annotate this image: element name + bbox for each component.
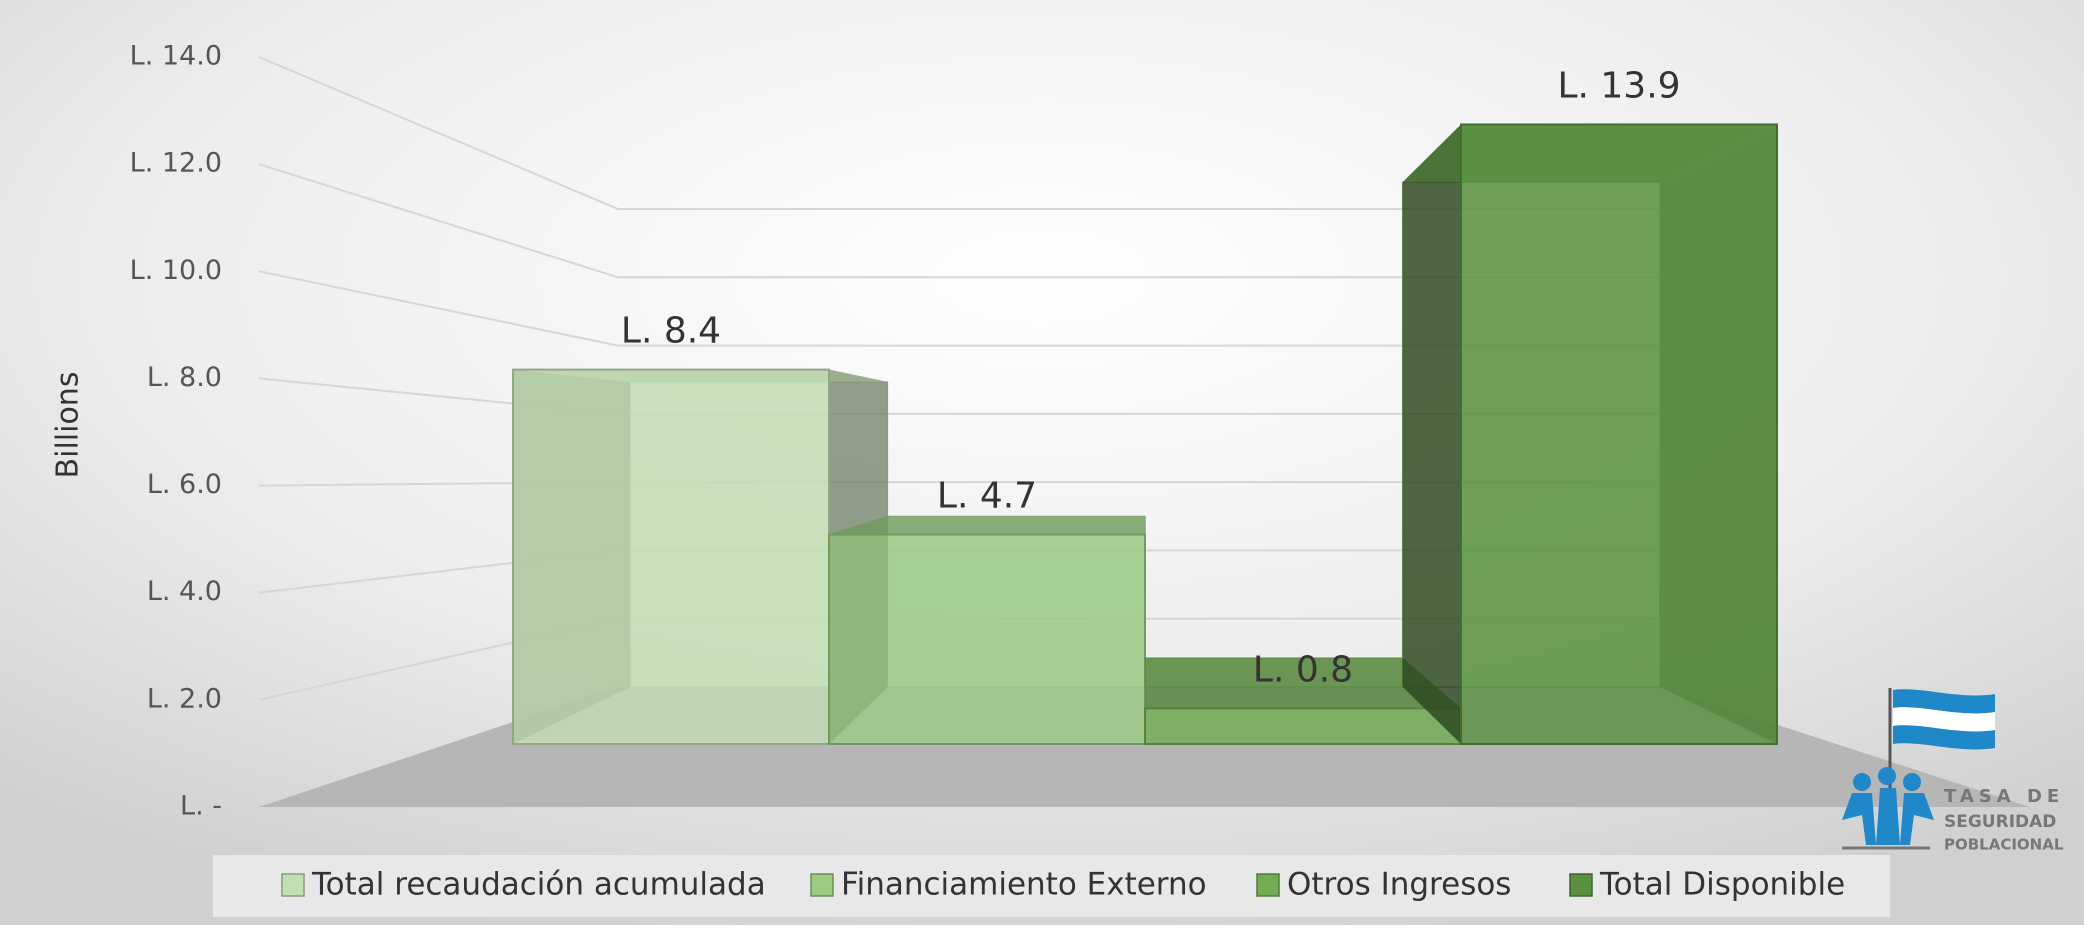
value-label: L. 0.8 bbox=[1253, 649, 1353, 690]
bar bbox=[1461, 124, 1777, 744]
logo-text: SEGURIDAD bbox=[1944, 812, 2056, 832]
y-tick-label: L. - bbox=[180, 791, 222, 822]
y-tick-label: L. 12.0 bbox=[130, 148, 222, 179]
legend-swatch bbox=[1570, 874, 1592, 896]
bar-side bbox=[1403, 124, 1461, 744]
y-tick-label: L. 6.0 bbox=[147, 469, 222, 500]
legend-label: Total recaudación acumulada bbox=[311, 867, 766, 903]
logo-person bbox=[1878, 767, 1896, 785]
value-label: L. 4.7 bbox=[937, 476, 1037, 517]
legend-label: Financiamiento Externo bbox=[841, 867, 1207, 903]
legend-item: Otros Ingresos bbox=[1257, 867, 1511, 903]
y-axis-label: Billions bbox=[51, 372, 86, 479]
logo-text: POBLACIONAL bbox=[1944, 836, 2064, 854]
legend-item: Total recaudación acumulada bbox=[282, 867, 766, 903]
legend-label: Otros Ingresos bbox=[1287, 867, 1511, 903]
bar bbox=[829, 535, 1145, 744]
value-label: L. 13.9 bbox=[1557, 65, 1680, 106]
legend-label: Total Disponible bbox=[1599, 867, 1845, 903]
value-label: L. 8.4 bbox=[621, 311, 721, 352]
logo-person bbox=[1903, 773, 1921, 791]
bar bbox=[1145, 708, 1461, 744]
legend-item: Total Disponible bbox=[1570, 867, 1845, 903]
y-tick-label: L. 10.0 bbox=[130, 255, 222, 286]
legend-swatch bbox=[282, 874, 304, 896]
y-tick-label: L. 14.0 bbox=[130, 41, 222, 72]
y-tick-label: L. 2.0 bbox=[147, 683, 222, 714]
legend-swatch bbox=[811, 874, 833, 896]
legend-swatch bbox=[1257, 874, 1279, 896]
legend-item: Financiamiento Externo bbox=[811, 867, 1207, 903]
y-tick-label: L. 8.0 bbox=[147, 362, 222, 393]
bar bbox=[513, 370, 829, 744]
y-tick-label: L. 4.0 bbox=[147, 576, 222, 607]
logo-person bbox=[1853, 773, 1871, 791]
logo-text: TASA DE bbox=[1944, 786, 2064, 807]
